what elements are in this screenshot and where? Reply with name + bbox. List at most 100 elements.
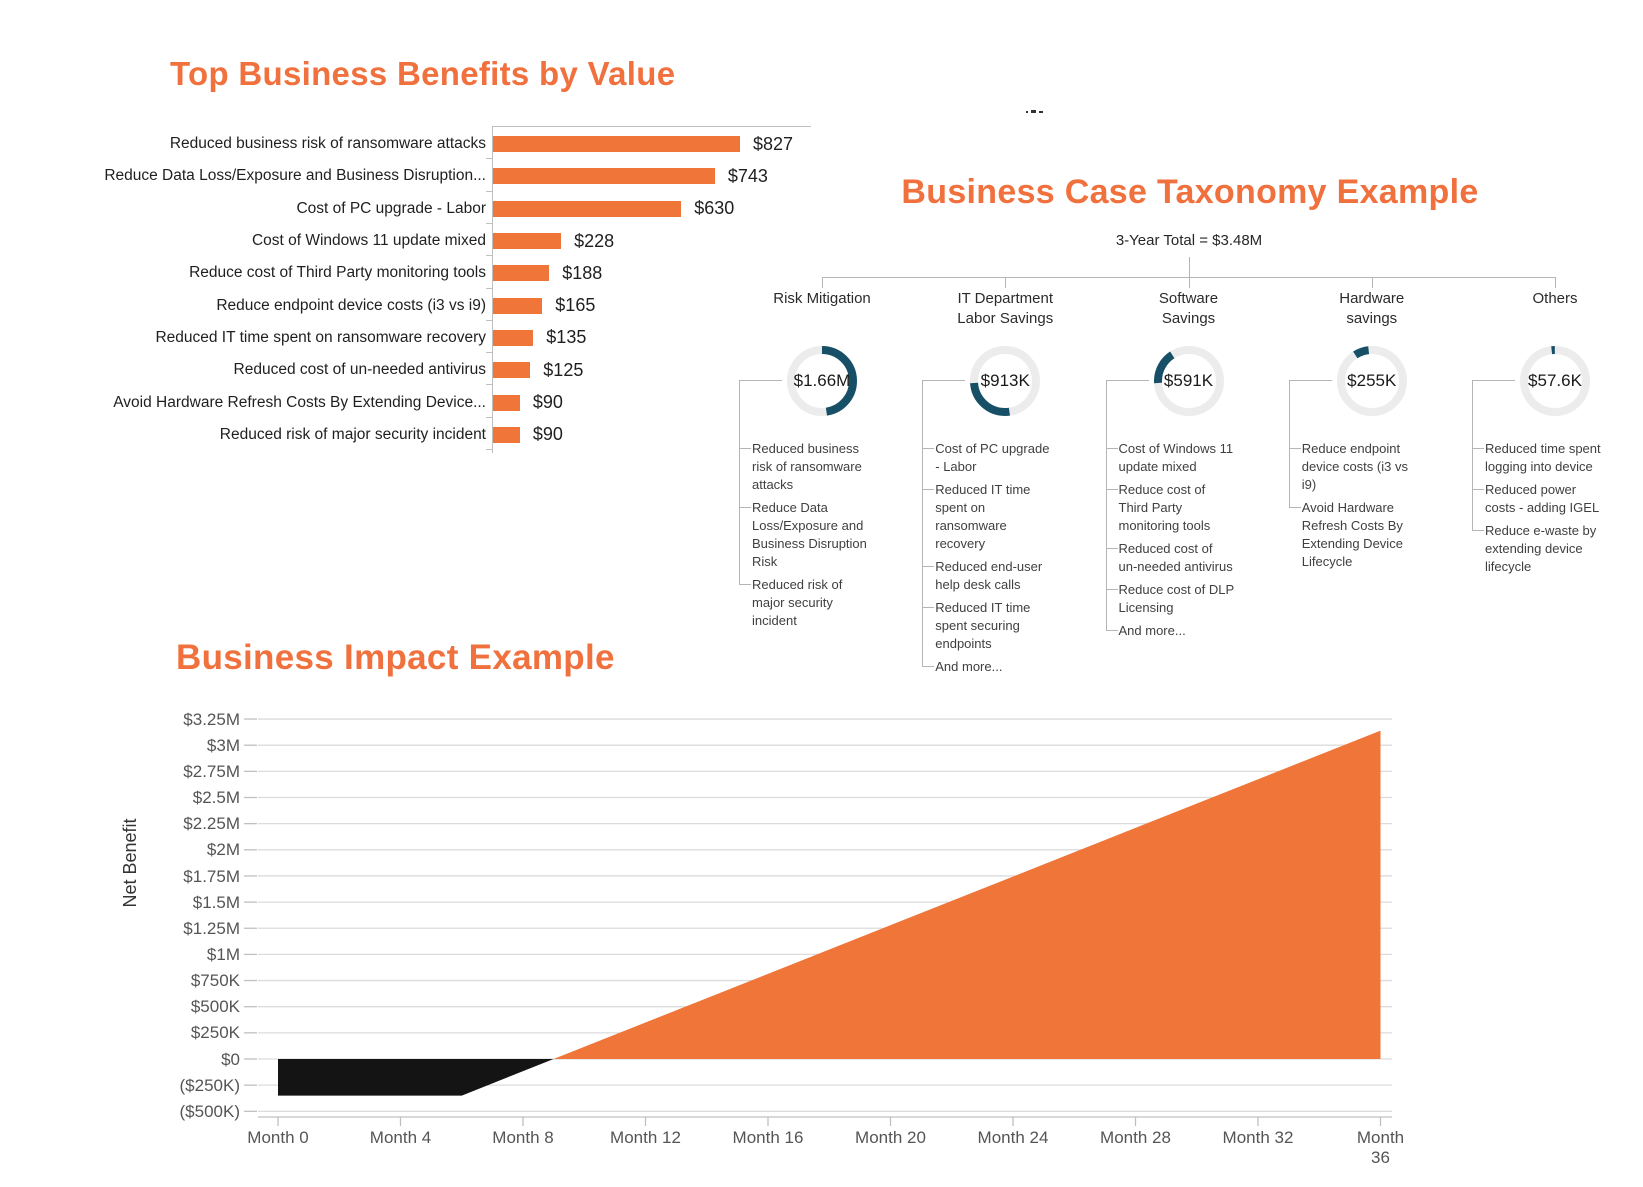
item-label: Reduced IT time spent on ransomware reco… — [935, 482, 1031, 551]
bar — [493, 297, 543, 314]
category-label: Hardware savings — [1297, 289, 1447, 329]
bar-row: Reduce Data Loss/Exposure and Business D… — [40, 160, 1140, 192]
donut-gauge — [1520, 346, 1590, 416]
bar-label: Cost of Windows 11 update mixed — [251, 232, 486, 250]
category-item-list: Cost of Windows 11 update mixed Reduce co… — [1119, 440, 1235, 645]
area-negative — [278, 1059, 554, 1096]
category-item-list: Reduced time spent logging into device Re… — [1485, 440, 1601, 581]
area-positive — [553, 730, 1381, 1059]
item-label: Cost of Windows 11 update mixed — [1118, 441, 1234, 474]
bar-axis-tick — [486, 416, 492, 418]
item-label: Reduce endpoint device costs (i3 vs i9) — [1301, 441, 1408, 492]
bar-label: Reduced IT time spent on ransomware reco… — [155, 328, 486, 346]
bar-row: Cost of PC upgrade - Labor $630 — [40, 193, 1140, 225]
x-tick-label: Month 0 — [247, 1128, 309, 1147]
item-tick-line — [1472, 530, 1484, 531]
category-label-line: savings — [1346, 310, 1398, 327]
item-tick-line — [1472, 489, 1484, 490]
item-label: Reduced IT time spent securing endpoints — [935, 600, 1031, 651]
gauge-connector-line — [1288, 380, 1332, 381]
item-tick-line — [1288, 507, 1301, 508]
category-item-list: Cost of PC upgrade - Labor Reduced IT tim… — [935, 440, 1051, 681]
bar-row: Reduce endpoint device costs (i3 vs i9) $… — [40, 290, 1140, 322]
benefits-chart-title: Top Business Benefits by Value — [170, 55, 676, 92]
bar-axis-tick — [486, 449, 492, 450]
bar — [493, 136, 740, 153]
category-label-line: Savings — [1161, 310, 1216, 327]
bar-row: Avoid Hardware Refresh Costs By Extendin… — [40, 386, 1140, 418]
item-tick-line — [1105, 489, 1118, 490]
item-label: Cost of PC upgrade - Labor — [935, 441, 1050, 474]
item-tick-line — [1105, 630, 1118, 631]
item-label: Reduce e-waste by extending device lifec… — [1485, 523, 1597, 574]
category-label-line: Hardware — [1339, 290, 1405, 307]
gauge-connector-line — [1105, 380, 1149, 381]
y-tick-label: $3M — [206, 735, 240, 755]
item-tick-line — [922, 607, 935, 608]
y-tick-label: ($500K) — [179, 1101, 240, 1121]
item-tick-line — [1105, 448, 1118, 449]
item-spine-line — [739, 381, 740, 585]
item-tick-line — [1105, 589, 1118, 590]
y-tick-label: $500K — [190, 997, 240, 1017]
bar-row: Reduced IT time spent on ransomware reco… — [40, 322, 1140, 354]
item-label: Reduce Data Loss/Exposure and Business D… — [752, 500, 867, 569]
y-tick-label: $2M — [206, 840, 240, 860]
category-stub-line — [1005, 277, 1007, 288]
y-tick-label: $1.5M — [192, 892, 240, 912]
y-tick-label: $2.25M — [183, 814, 240, 834]
item-label: Reduced end-user help desk calls — [935, 559, 1043, 592]
bar-value: $827 — [753, 133, 794, 154]
bar-value: $90 — [532, 392, 563, 413]
y-tick-label: $750K — [190, 971, 240, 990]
item-tick-line — [922, 489, 935, 490]
category-label-line: Others — [1532, 290, 1578, 307]
item-tick-line — [922, 448, 935, 449]
donut-gauge — [1336, 346, 1407, 416]
donut-gauge — [970, 346, 1041, 416]
gauge-value: $255K — [1347, 371, 1397, 390]
gauge-value-arc — [787, 346, 857, 416]
bar-value: $630 — [694, 198, 735, 219]
bar-label: Reduced business risk of ransomware atta… — [169, 135, 486, 153]
category-label: Risk Mitigation — [747, 289, 897, 309]
bar-axis-tick — [486, 255, 492, 257]
gauge-value: $591K — [1163, 371, 1214, 390]
bar — [493, 394, 520, 411]
gauge-value: $913K — [980, 371, 1030, 390]
y-tick-label: $0 — [221, 1049, 240, 1069]
category-label: IT Department Labor Savings — [930, 289, 1080, 329]
item-label: Reduced risk of major security incident — [752, 577, 843, 628]
category-stub-line — [822, 277, 823, 288]
gauge-value: $57.6K — [1528, 371, 1582, 390]
category-item-list: Reduce endpoint device costs (i3 vs i9) A… — [1302, 440, 1418, 576]
x-tick-label: Month 8 — [492, 1128, 554, 1147]
x-tick-label: Month 32 — [1222, 1128, 1294, 1147]
bar-axis-tick — [486, 222, 492, 224]
category-label: Others — [1480, 289, 1630, 309]
bar — [493, 200, 682, 217]
y-tick-label: $1M — [206, 944, 240, 964]
x-tick-label: Month 12 — [610, 1128, 681, 1147]
item-spine-line — [922, 381, 924, 667]
gauge-connector-line — [739, 380, 782, 381]
item-label: Reduced time spent logging into device — [1485, 441, 1601, 474]
root-stub-line — [1189, 257, 1190, 277]
item-tick-line — [739, 448, 751, 449]
bar-value: $165 — [555, 295, 596, 316]
bar-axis-tick — [486, 319, 492, 321]
item-tick-line — [1288, 448, 1301, 449]
y-tick-label: $2.75M — [183, 761, 240, 781]
category-label-line: Risk Mitigation — [773, 290, 871, 307]
item-spine-line — [1288, 381, 1290, 508]
bar-row: Cost of Windows 11 update mixed $228 — [40, 225, 1140, 257]
bar — [493, 426, 520, 443]
bar-label: Reduced cost of un-needed antivirus — [233, 361, 486, 379]
gauge-value-arc — [1153, 346, 1224, 416]
item-label: Reduce cost of DLP Licensing — [1118, 582, 1234, 615]
bar-value: $135 — [546, 327, 587, 348]
category-item-list: Reduced business risk of ransomware atta… — [752, 440, 868, 635]
x-tick-label: Month 4 — [369, 1128, 432, 1147]
bar-row: Reduced business risk of ransomware atta… — [40, 128, 1140, 160]
bar-value: $743 — [727, 165, 768, 186]
